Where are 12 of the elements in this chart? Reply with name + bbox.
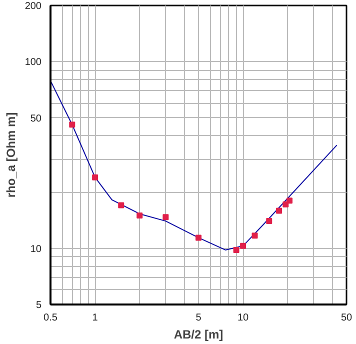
y-tick-label: 5 [36,300,42,311]
y-tick-label: 50 [30,113,42,124]
x-tick-label: 1 [92,312,98,324]
y-tick-label: 10 [30,244,42,255]
y-tick-label: 100 [24,57,42,68]
x-tick-label: 50 [340,312,352,324]
y-axis-title: rho_a [Ohm m] [4,112,18,198]
x-tick-label: 10 [237,312,250,324]
x-tick-label: 5 [196,312,202,324]
x-tick-label: 0.5 [44,312,58,324]
x-axis-title: AB/2 [m] [174,328,224,342]
y-tick-label: 200 [24,1,42,12]
